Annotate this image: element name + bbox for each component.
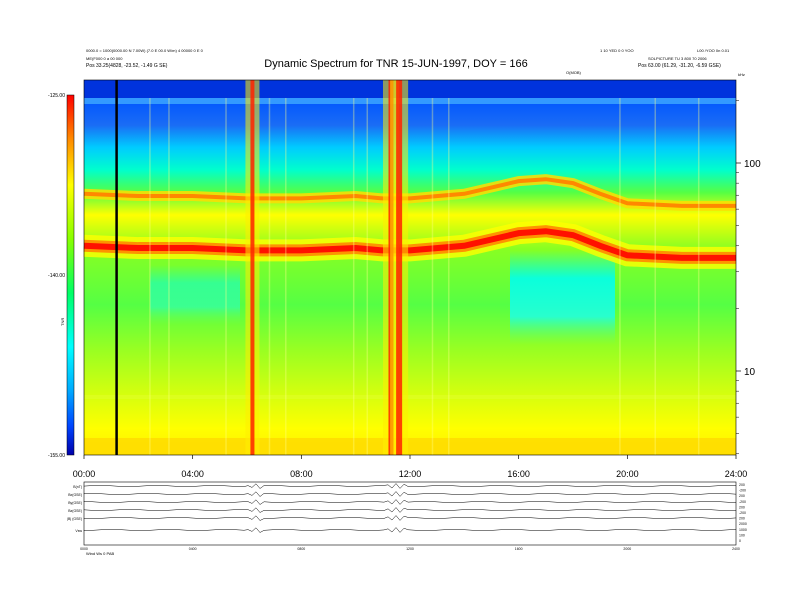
x-tick-label: 16:00 (507, 469, 530, 479)
header-info-right1: 1 10 YED 0 0 YOO (600, 48, 634, 53)
orbit-right-tick: 0 (739, 539, 741, 543)
x-tick-label: 20:00 (616, 469, 639, 479)
striation (431, 98, 434, 455)
y-unit-label: kHz (738, 72, 745, 77)
orbit-right-tick: -200 (739, 511, 746, 515)
orbit-trace (83, 491, 737, 497)
x-axis: 00:00 04:00 08:00 12:00 16:00 20:00 24:00 (73, 455, 748, 479)
chart-title: Dynamic Spectrum for TNR 15-JUN-1997, DO… (264, 58, 528, 70)
striation (225, 98, 227, 455)
colorbar-tick-label: -125.00 (48, 93, 65, 99)
lower-band-line (84, 395, 736, 399)
plasma-line (83, 228, 736, 261)
colorbar-tick-label: -155.00 (48, 453, 65, 459)
colorbar-tick-label: -140.00 (48, 273, 65, 279)
orbit-row-label: Vsw (75, 529, 82, 533)
y-axis-right: 100 10 kHz (736, 72, 761, 455)
colorbar (66, 94, 75, 456)
colorbar-label: TNR (60, 318, 65, 326)
burst-column (250, 80, 255, 455)
striation (352, 98, 355, 455)
orbit-right-tick: 200 (739, 483, 745, 487)
orbit-x-tick-label: 2400 (732, 547, 740, 551)
y-tick-label: 100 (744, 159, 761, 170)
plasma-line-group (83, 174, 736, 269)
striation (168, 98, 170, 455)
x-tick-label: 08:00 (290, 469, 313, 479)
orbit-trace (83, 483, 737, 489)
x-tick-label: 00:00 (73, 469, 96, 479)
striation (149, 98, 151, 455)
striation (448, 98, 450, 455)
top-dark-band (84, 80, 736, 98)
vertical-striations (149, 98, 700, 455)
orbit-x-tick-label: 0000 (80, 547, 88, 551)
x-tick-label: 12:00 (399, 469, 422, 479)
y-tick-label: 10 (744, 367, 756, 378)
orbit-trace (83, 499, 737, 505)
top-light-band (84, 98, 736, 104)
header-info-right2: L00 /YOO 0n 0.01 (697, 48, 730, 53)
burst-column (396, 80, 403, 455)
striation (697, 98, 700, 455)
striation (268, 98, 271, 455)
orbit-x-tick-label: 1200 (406, 547, 414, 551)
header-info-line1: 0000.0 = 1000(0000.00 N 7.00W) (7.0 E 00… (86, 48, 203, 53)
cyan-region-morning (150, 265, 240, 325)
orbit-right-tick: 200 (739, 517, 745, 521)
x-tick-label: 04:00 (181, 469, 204, 479)
orbit-right-tick: -200 (739, 489, 746, 493)
orbit-trace (83, 527, 737, 533)
bottom-yellow-band (84, 438, 736, 455)
orbit-row-label: Bz(GSE) (68, 509, 82, 513)
orbit-x-tick-label: 0400 (189, 547, 197, 551)
header-position-left: Pos 33.25(4828, -23.52, -1.49 G SE) (86, 63, 168, 69)
cyan-region-afternoon (510, 250, 615, 345)
orbit-row-label: Bx(GSE) (68, 493, 82, 497)
striation (654, 98, 656, 455)
orbit-right-tick: -200 (739, 500, 746, 504)
orbit-x-tick-label: 0800 (297, 547, 305, 551)
harmonic-line (83, 177, 736, 208)
orbit-trace (83, 507, 737, 513)
orbit-x-tick-label: 2000 (623, 547, 631, 551)
burst-group (245, 80, 409, 455)
orbit-row-label: B(nT) (73, 485, 82, 489)
orbit-right-tick: 100 (739, 533, 745, 537)
striation (619, 98, 621, 455)
orbit-panel-traces: B(nT) Bx(GSE) By(GSE) Bz(GSE) |B| (GSE) Vsw 20… (67, 483, 747, 551)
striation (285, 98, 287, 455)
footer-label: Wind Ws 0 PAB (86, 551, 115, 556)
x-tick-label: 24:00 (725, 469, 748, 479)
header-center-tag: O(MOB) (566, 70, 581, 75)
header-position-right: Pos 63.00 (61.29, -31.20, -6.59 GSE) (638, 63, 721, 69)
orbit-trace (83, 515, 737, 521)
orbit-right-tick: 200 (739, 494, 745, 498)
orbit-right-tick: 2000 (739, 522, 747, 526)
header-info-right3: SOLPICTURE TU 3 800 70 2006 (648, 56, 707, 61)
orbit-right-tick: 200 (739, 505, 745, 509)
orbit-x-tick-label: 1600 (515, 547, 523, 551)
striation (366, 98, 369, 455)
orbit-row-label: |B| (GSE) (67, 517, 82, 521)
orbit-right-tick: 1000 (739, 528, 747, 532)
orbit-panel (83, 481, 737, 546)
colorbar-ticks: -125.00 -140.00 -155.00 (48, 93, 65, 459)
header-info-line2: ME(F000 0 a 00 000 (86, 56, 123, 61)
orbit-row-label: By(GSE) (68, 501, 82, 505)
